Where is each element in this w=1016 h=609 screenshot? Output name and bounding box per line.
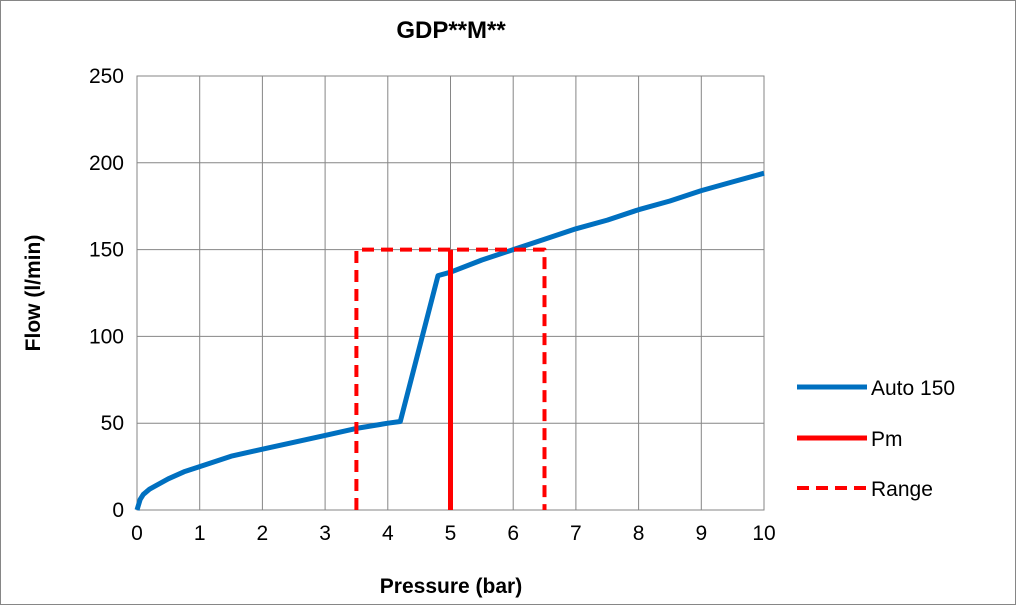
chart-title: GDP**M** bbox=[396, 17, 506, 44]
y-tick-label: 100 bbox=[89, 325, 124, 348]
x-tick-label: 2 bbox=[257, 522, 269, 545]
series-lines bbox=[134, 170, 765, 511]
y-tick-label: 250 bbox=[89, 65, 124, 88]
x-tick-label: 4 bbox=[382, 522, 394, 545]
x-tick-label: 9 bbox=[695, 522, 707, 545]
legend-label: Auto 150 bbox=[871, 377, 955, 400]
series-line-range bbox=[354, 247, 547, 510]
x-tick-label: 0 bbox=[131, 522, 143, 545]
x-tick-label: 5 bbox=[445, 522, 457, 545]
y-tick-label: 0 bbox=[112, 499, 124, 522]
y-axis-ticks: 0 50 100 150 200 250 bbox=[89, 65, 124, 522]
x-tick-label: 8 bbox=[633, 522, 645, 545]
x-tick-label: 6 bbox=[507, 522, 519, 545]
legend: Auto 150 Pm Range bbox=[797, 377, 955, 501]
y-axis-title: Flow (l/min) bbox=[22, 235, 45, 352]
y-tick-label: 50 bbox=[101, 412, 124, 435]
x-tick-label: 3 bbox=[319, 522, 331, 545]
legend-label: Range bbox=[871, 478, 933, 501]
x-tick-label: 7 bbox=[570, 522, 582, 545]
x-axis-ticks: 0 1 2 3 4 5 6 7 8 9 10 bbox=[131, 522, 776, 545]
y-tick-label: 200 bbox=[89, 152, 124, 175]
legend-label: Pm bbox=[871, 428, 903, 451]
x-tick-label: 10 bbox=[752, 522, 775, 545]
x-tick-label: 1 bbox=[194, 522, 206, 545]
y-tick-label: 150 bbox=[89, 239, 124, 262]
x-axis-title: Pressure (bar) bbox=[380, 575, 522, 598]
series-line-auto-150 bbox=[134, 170, 765, 511]
